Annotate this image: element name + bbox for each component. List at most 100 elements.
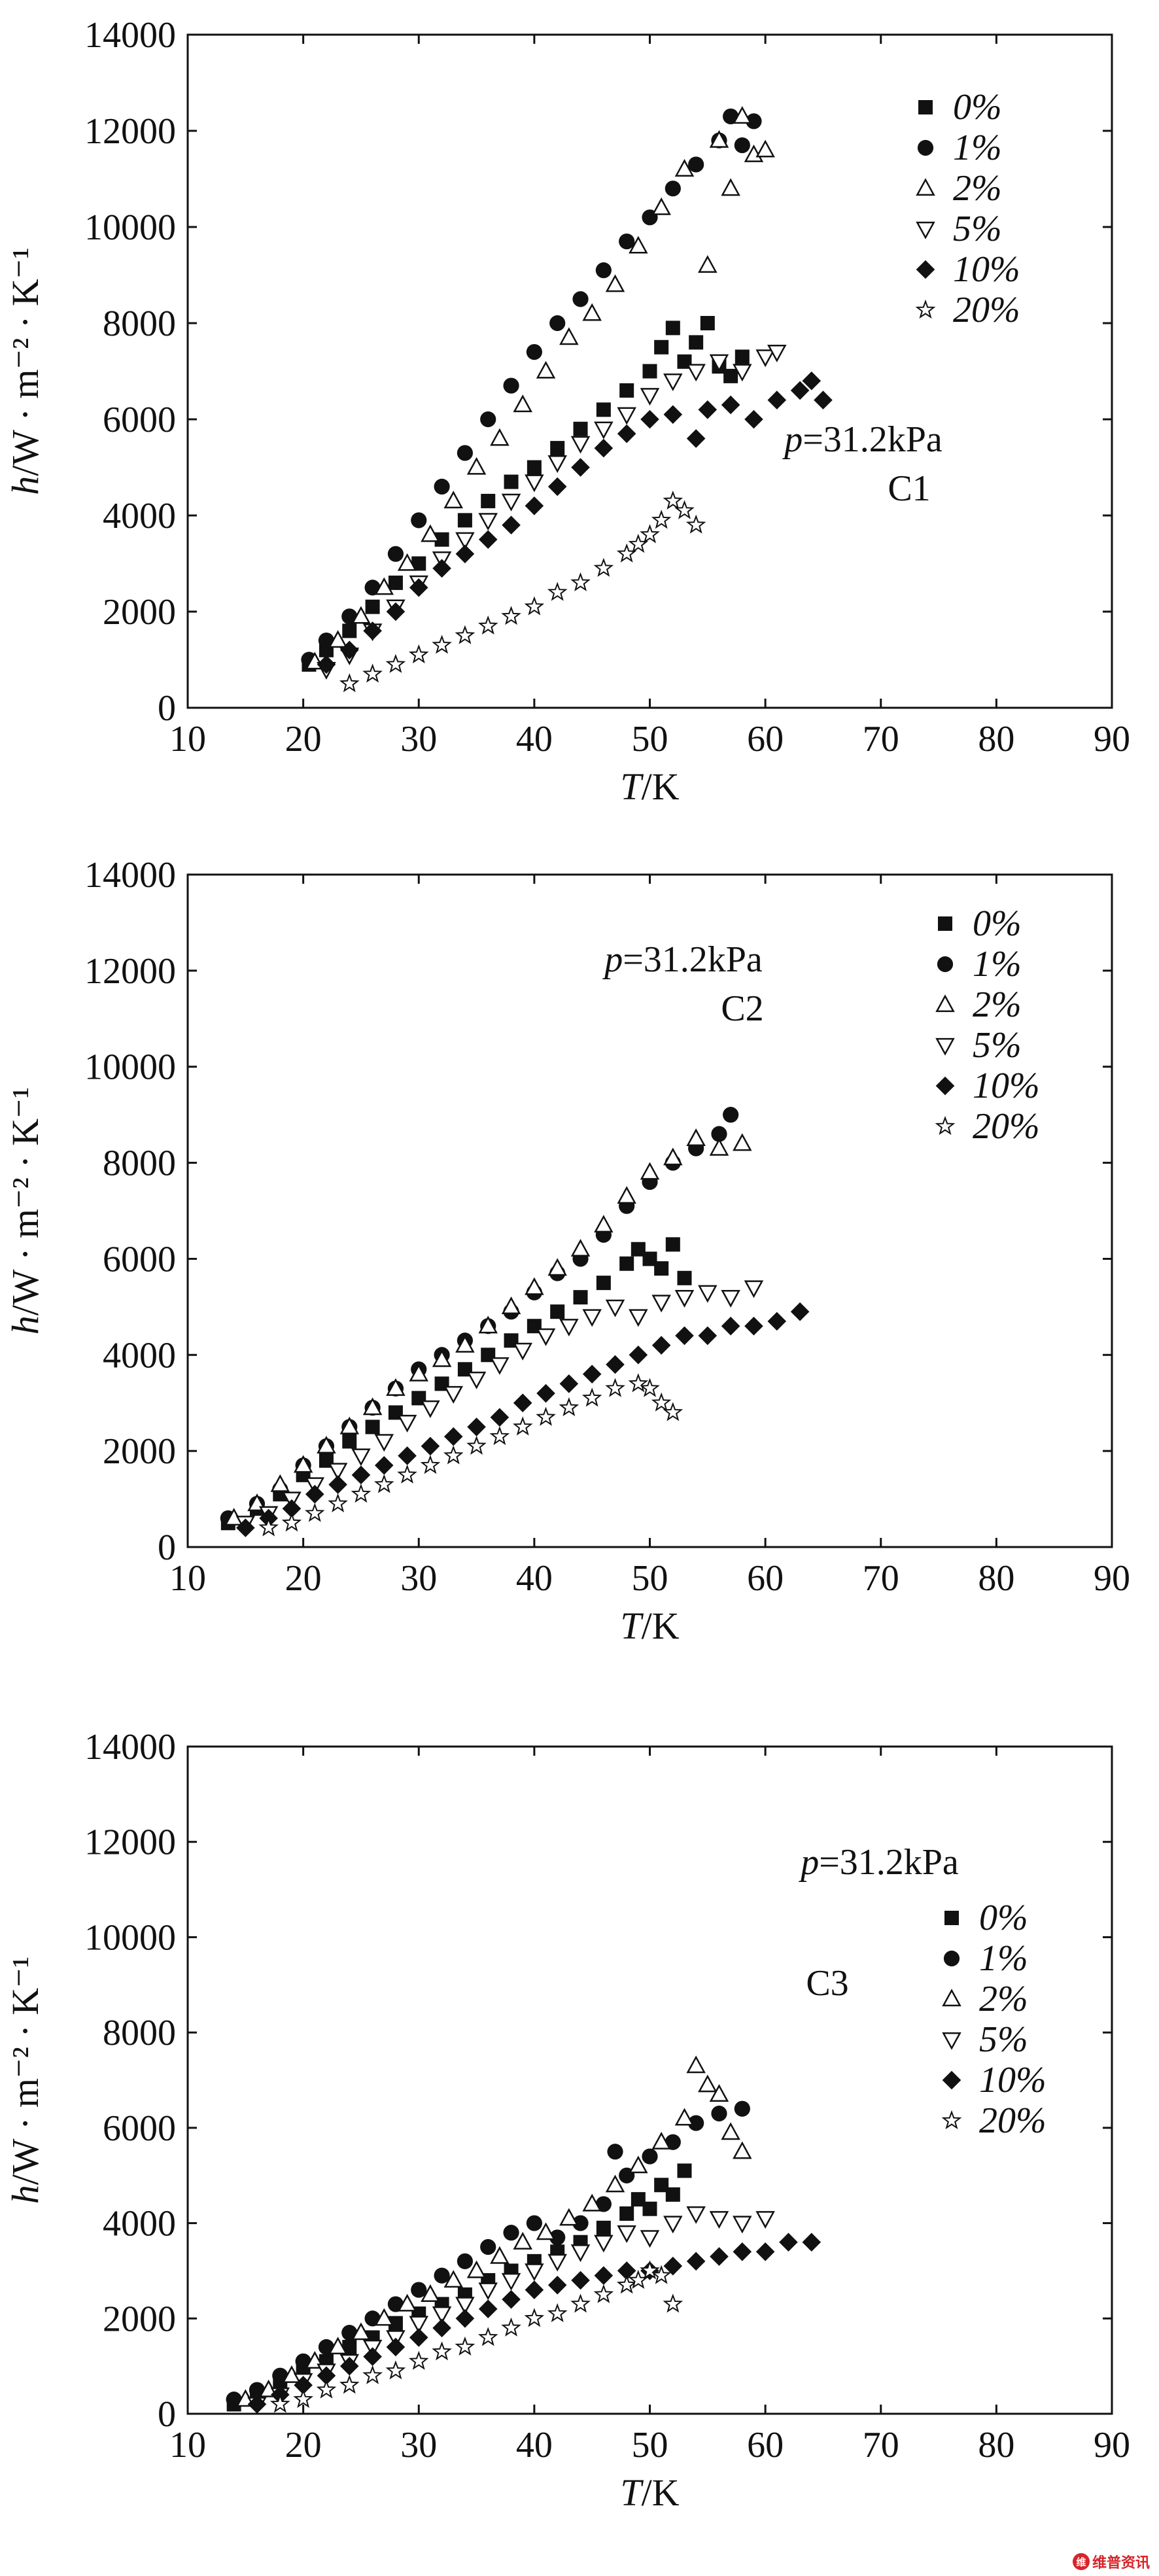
data-point bbox=[317, 1435, 336, 1453]
series-20pct bbox=[258, 1373, 683, 1537]
data-point bbox=[269, 2393, 290, 2413]
data-point bbox=[457, 2253, 474, 2269]
data-point bbox=[281, 1512, 302, 1532]
data-point bbox=[443, 1427, 463, 1446]
x-tick-label: 10 bbox=[169, 719, 206, 759]
data-point bbox=[631, 1242, 646, 1257]
legend-label: 1% bbox=[979, 1938, 1028, 1979]
data-point bbox=[698, 1285, 718, 1303]
panel-label: C3 bbox=[806, 1963, 848, 2004]
data-point bbox=[559, 327, 579, 345]
data-point bbox=[734, 2100, 750, 2117]
y-tick-label: 10000 bbox=[84, 207, 176, 248]
data-point bbox=[642, 1251, 657, 1266]
x-tick-label: 30 bbox=[400, 719, 437, 759]
legend-label: 1% bbox=[953, 128, 1002, 168]
x-tick-label: 40 bbox=[516, 1558, 553, 1599]
data-point bbox=[571, 2271, 590, 2290]
data-point bbox=[503, 377, 519, 394]
data-point bbox=[767, 1312, 787, 1331]
data-point bbox=[547, 582, 568, 601]
legend-label: 5% bbox=[979, 2019, 1028, 2060]
data-point bbox=[397, 1414, 417, 1433]
data-point bbox=[536, 360, 556, 379]
data-point bbox=[525, 2263, 544, 2282]
data-point bbox=[723, 368, 738, 383]
data-point bbox=[744, 1280, 764, 1298]
series-1pct bbox=[301, 108, 762, 668]
y-tick-label: 0 bbox=[158, 2394, 176, 2435]
x-tick-label: 60 bbox=[747, 1558, 784, 1599]
data-point bbox=[570, 2293, 591, 2313]
panel-label: C1 bbox=[888, 468, 930, 509]
data-point bbox=[316, 2379, 337, 2399]
data-point bbox=[802, 371, 822, 391]
data-point bbox=[651, 2265, 672, 2284]
data-point bbox=[455, 544, 475, 564]
data-point bbox=[408, 2350, 429, 2370]
data-point bbox=[744, 1316, 763, 1336]
data-point bbox=[570, 572, 591, 591]
data-point bbox=[388, 575, 403, 590]
data-point bbox=[721, 2122, 740, 2140]
data-point bbox=[547, 1258, 567, 1276]
data-point bbox=[457, 513, 472, 528]
legend-marker bbox=[935, 1037, 955, 1056]
x-axis-title-unit: /K bbox=[642, 765, 680, 808]
data-point bbox=[397, 1464, 417, 1484]
data-point bbox=[409, 578, 428, 597]
data-point bbox=[432, 1349, 452, 1367]
data-point bbox=[397, 2293, 417, 2312]
x-tick-label: 90 bbox=[1094, 2425, 1130, 2465]
data-point bbox=[733, 106, 752, 124]
data-point bbox=[351, 2322, 371, 2341]
x-tick-label: 20 bbox=[285, 1558, 322, 1599]
data-point bbox=[342, 623, 357, 638]
data-point bbox=[674, 2108, 695, 2126]
data-point bbox=[640, 524, 660, 544]
pressure-annotation: p=31.2kPa bbox=[798, 1842, 959, 1883]
data-point bbox=[698, 254, 718, 273]
series-1pct bbox=[226, 2100, 750, 2408]
data-point bbox=[572, 2215, 589, 2231]
data-point bbox=[698, 400, 718, 419]
data-point bbox=[767, 391, 787, 409]
x-tick-label: 50 bbox=[632, 2425, 668, 2465]
data-point bbox=[477, 2327, 498, 2346]
data-point bbox=[409, 2316, 429, 2334]
data-point bbox=[455, 625, 476, 644]
data-point bbox=[594, 421, 614, 440]
data-point bbox=[443, 1385, 463, 1404]
legend-label: 5% bbox=[953, 209, 1002, 249]
data-point bbox=[651, 1295, 671, 1313]
data-point bbox=[721, 1316, 740, 1336]
data-point bbox=[293, 1455, 313, 1473]
series-10pct bbox=[236, 1302, 810, 1537]
data-point bbox=[619, 233, 635, 250]
data-point bbox=[388, 2316, 403, 2331]
data-point bbox=[674, 158, 695, 177]
legend-label: 0% bbox=[953, 87, 1002, 128]
data-point bbox=[654, 2178, 669, 2193]
x-tick-label: 90 bbox=[1094, 719, 1130, 759]
data-point bbox=[328, 1493, 348, 1512]
series-2pct bbox=[305, 106, 775, 670]
data-point bbox=[617, 2225, 636, 2243]
data-point bbox=[665, 181, 681, 197]
data-point bbox=[674, 1290, 695, 1308]
data-point bbox=[502, 2289, 521, 2309]
data-point bbox=[619, 383, 634, 398]
series-20pct bbox=[339, 490, 706, 693]
data-point bbox=[677, 1270, 692, 1285]
data-point bbox=[688, 2115, 704, 2131]
data-point bbox=[525, 474, 544, 493]
chart-panel-c1: 10 20 30 40 50 60 70 80 90 0 2000 4000 6000 8000 10000… bbox=[4, 15, 1130, 808]
data-point bbox=[685, 514, 706, 534]
data-point bbox=[654, 339, 669, 355]
data-point bbox=[421, 524, 440, 542]
data-point bbox=[606, 1355, 625, 1374]
data-point bbox=[455, 2297, 475, 2315]
data-point bbox=[351, 606, 371, 624]
legend-label: 20% bbox=[953, 290, 1020, 330]
